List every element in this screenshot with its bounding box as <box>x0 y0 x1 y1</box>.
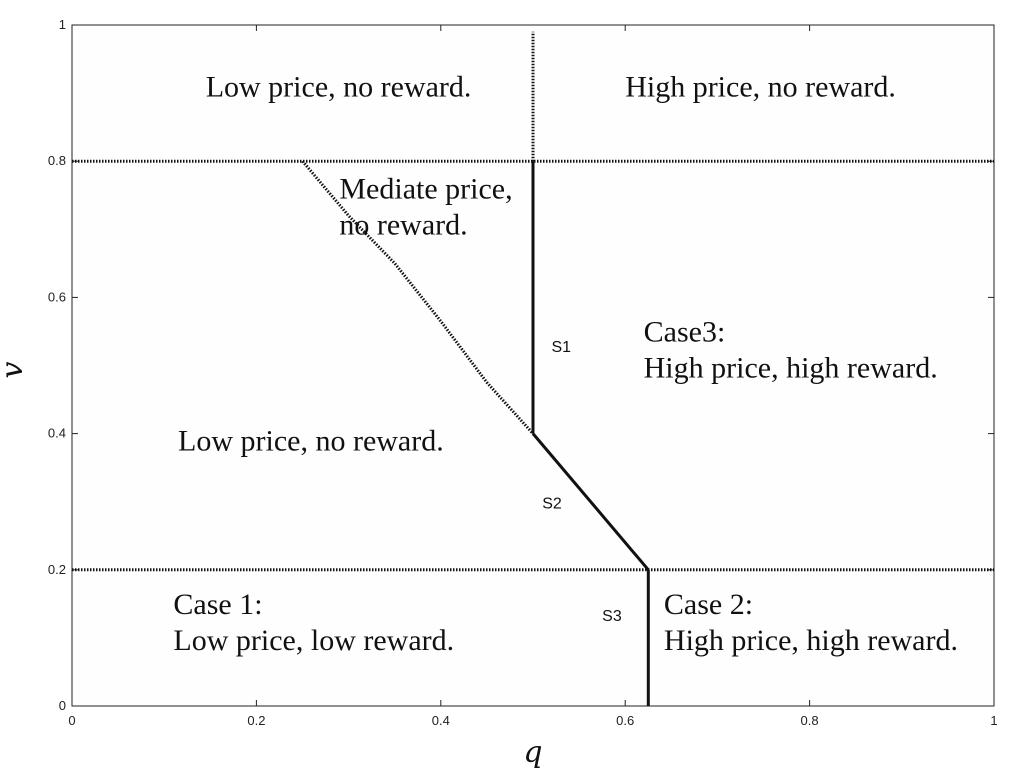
region-label: High price, high reward. <box>664 624 958 657</box>
x-tick-label: 1 <box>990 713 997 728</box>
x-axis-label: q <box>523 735 542 770</box>
region-label: Case3: <box>644 316 726 349</box>
y-tick-label: 0.8 <box>48 153 66 168</box>
region-label: High price, no reward. <box>625 71 896 104</box>
region-label: Low price, no reward. <box>178 425 444 458</box>
region-label: no reward. <box>339 209 467 242</box>
region-label: Mediate price, <box>339 173 512 206</box>
x-tick-label: 0.2 <box>247 713 265 728</box>
segment-label: S2 <box>542 496 562 513</box>
region-label: Case 1: <box>173 588 262 621</box>
region-label: Low price, low reward. <box>173 624 454 657</box>
x-tick-label: 0 <box>68 713 75 728</box>
boundary-s2 <box>531 432 650 571</box>
segment-label: S1 <box>551 339 571 356</box>
region-labels: S1 S2 S3 Low price, no reward. High price, n… <box>173 71 958 658</box>
region-label: Low price, no reward. <box>206 71 472 104</box>
y-axis-label: v <box>0 361 30 378</box>
region-label: Case 2: <box>664 588 753 621</box>
y-tick-label: 0.2 <box>48 562 66 577</box>
y-tick-label: 0 <box>59 698 66 713</box>
plot-lines <box>72 31 994 706</box>
region-label: High price, high reward. <box>644 352 938 385</box>
x-tick-label: 0.6 <box>616 713 634 728</box>
boundary-line <box>301 160 535 435</box>
y-tick-label: 0.4 <box>48 426 66 441</box>
y-tick-label: 1 <box>59 17 66 32</box>
axis-ticks: 0 0.2 0.4 0.6 0.8 1 0 0.2 0.4 0.6 0.8 1 <box>48 17 998 728</box>
segment-label: S3 <box>602 608 622 625</box>
x-tick-label: 0.8 <box>801 713 819 728</box>
y-tick-label: 0.6 <box>48 289 66 304</box>
x-tick-label: 0.4 <box>432 713 450 728</box>
